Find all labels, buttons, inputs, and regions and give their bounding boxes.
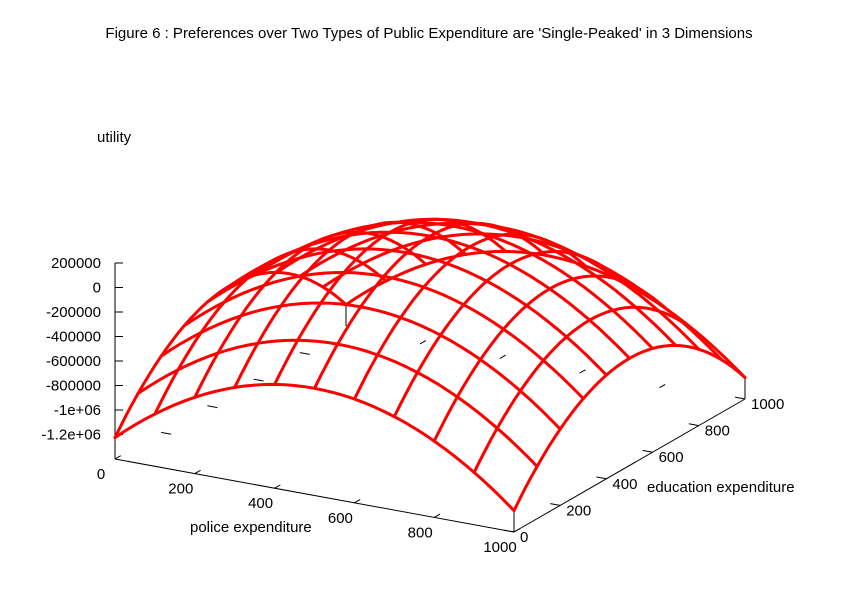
surface-line-y xyxy=(392,250,627,419)
x-tick xyxy=(194,469,201,475)
tick-marks xyxy=(114,262,746,533)
tick-labels: 0200400600800100002004006008001000200000… xyxy=(41,255,784,556)
y-left-tick xyxy=(161,431,172,435)
surface-line-y xyxy=(233,220,468,389)
x-tick-label: 0 xyxy=(97,466,105,483)
surface-line-y xyxy=(273,217,508,386)
surface-line-y xyxy=(193,230,428,399)
x-back-tick xyxy=(579,369,586,374)
surface-line-y xyxy=(472,305,707,474)
x-tick xyxy=(433,513,441,518)
z-tick-label: 0 xyxy=(93,280,101,297)
y-tick xyxy=(642,449,653,453)
y-tick xyxy=(550,503,561,506)
x-tick-label: 800 xyxy=(408,524,433,541)
x-tick-label: 400 xyxy=(248,495,273,512)
x-axis-line xyxy=(114,458,515,533)
surface-line-x xyxy=(298,221,701,351)
surface-line-y xyxy=(352,232,587,401)
y-tick xyxy=(734,396,746,400)
y-tick-label: 0 xyxy=(520,529,528,546)
surface-line-y xyxy=(113,270,348,440)
x-back-tick xyxy=(499,354,506,359)
y-tick-label: 800 xyxy=(705,423,730,440)
y-tick xyxy=(596,476,607,480)
surface-line-x xyxy=(182,271,585,401)
y-left-tick xyxy=(253,378,264,382)
y-tick-label: 1000 xyxy=(751,396,784,413)
x-tick-label: 600 xyxy=(328,510,353,527)
x-axis-label: police expenditure xyxy=(190,519,312,536)
y-axis-line xyxy=(513,398,746,533)
y-tick-label: 200 xyxy=(566,502,591,519)
surface-line-y xyxy=(512,343,747,513)
z-tick-label: -400000 xyxy=(46,329,101,346)
y-tick-label: 400 xyxy=(612,476,637,493)
z-tick-label: -1.2e+06 xyxy=(41,427,101,444)
x-tick xyxy=(274,484,281,489)
y-tick-label: 600 xyxy=(659,449,684,466)
z-tick-label: -1e+06 xyxy=(54,402,101,419)
y-left-tick xyxy=(299,352,310,355)
surface-mesh xyxy=(113,217,747,513)
y-tick xyxy=(688,423,699,427)
y-axis-label: education expenditure xyxy=(647,479,795,496)
x-back-tick xyxy=(419,340,427,345)
x-tick-label: 1000 xyxy=(483,539,516,556)
chart-title: Figure 6 : Preferences over Two Types of… xyxy=(105,25,752,42)
z-tick-label: 200000 xyxy=(51,255,101,272)
surface-line-x xyxy=(159,301,562,431)
x-tick xyxy=(513,528,521,533)
surface-line-y xyxy=(313,221,547,390)
surface-line-y xyxy=(153,247,388,416)
z-tick-label: -600000 xyxy=(46,353,101,370)
y-left-tick xyxy=(207,405,218,409)
x-tick-label: 200 xyxy=(168,481,193,498)
surface-line-y xyxy=(432,274,667,443)
z-tick-label: -800000 xyxy=(46,378,101,395)
x-tick xyxy=(354,499,361,504)
y-tick xyxy=(503,529,515,533)
x-tick xyxy=(114,455,122,460)
z-axis-label: utility xyxy=(97,129,132,146)
x-back-tick xyxy=(659,383,666,389)
z-tick-label: -200000 xyxy=(46,304,101,321)
